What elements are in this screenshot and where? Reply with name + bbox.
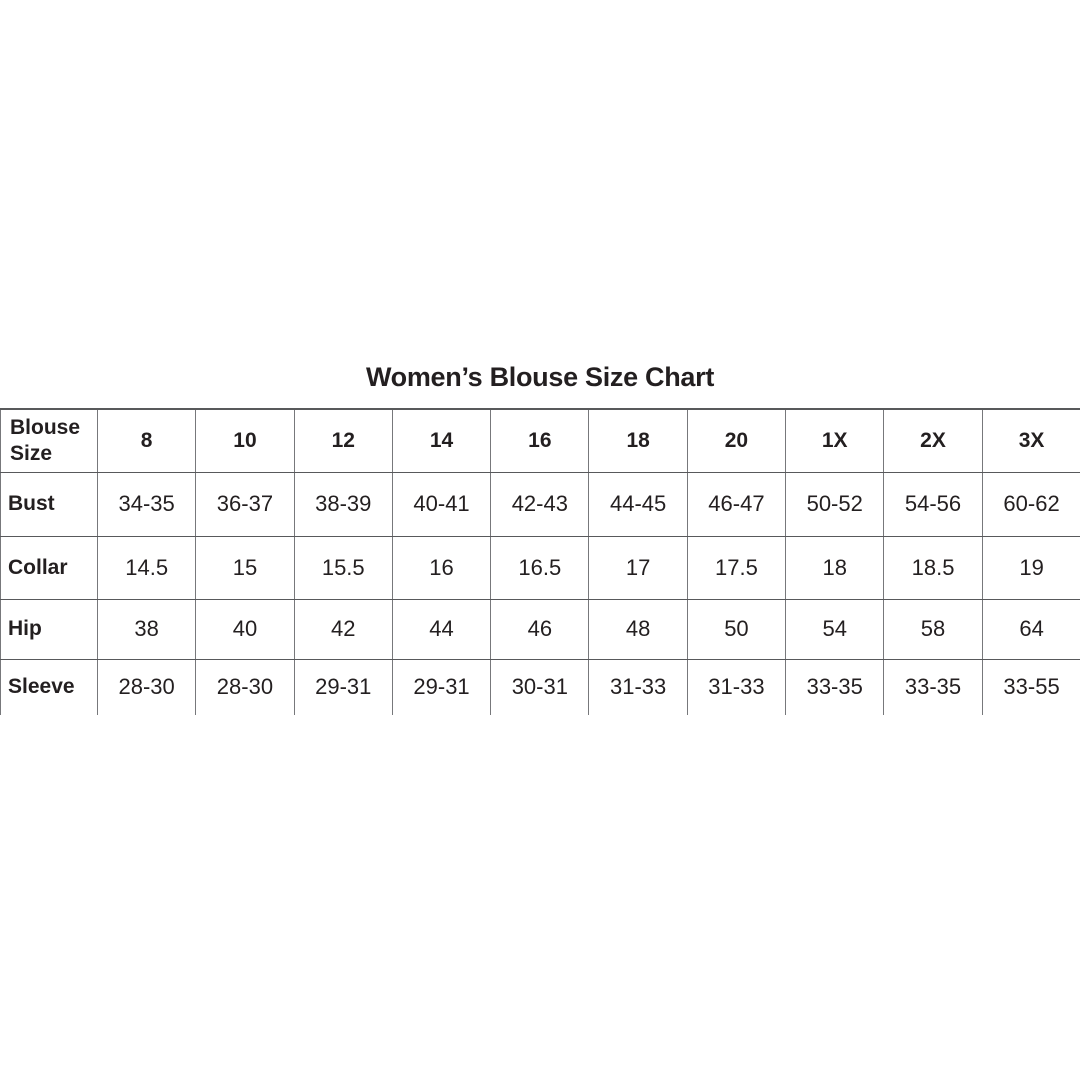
table-cell: 54-56 xyxy=(883,472,983,537)
size-column-header: 2X xyxy=(883,409,983,473)
table-cell: 64 xyxy=(982,599,1080,660)
table-cell: 40 xyxy=(195,599,295,660)
size-column-header: 1X xyxy=(785,409,885,473)
chart-title: Women’s Blouse Size Chart xyxy=(365,362,715,392)
table-cell: 42-43 xyxy=(490,472,590,537)
table-cell: 36-37 xyxy=(195,472,295,537)
table-cell: 16 xyxy=(392,536,492,600)
table-cell: 16.5 xyxy=(490,536,590,600)
corner-header-blouse-size: Blouse Size xyxy=(0,409,98,473)
table-row: Bust 34-35 36-37 38-39 40-41 42-43 44-45 46-47 5… xyxy=(0,472,1080,537)
table-cell: 18 xyxy=(785,536,885,600)
row-label: Sleeve xyxy=(0,659,98,715)
size-column-header: 18 xyxy=(588,409,688,473)
table-cell: 28-30 xyxy=(195,659,295,715)
table-cell: 50-52 xyxy=(785,472,885,537)
table-row: Collar 14.5 15 15.5 16 16.5 17 17.5 18 18.5 19 xyxy=(0,536,1080,600)
table-cell: 40-41 xyxy=(392,472,492,537)
table-cell: 50 xyxy=(687,599,787,660)
table-cell: 44 xyxy=(392,599,492,660)
size-column-header: 20 xyxy=(687,409,787,473)
size-column-header: 8 xyxy=(97,409,197,473)
table-cell: 46 xyxy=(490,599,590,660)
table-cell: 48 xyxy=(588,599,688,660)
table-cell: 54 xyxy=(785,599,885,660)
table-cell: 46-47 xyxy=(687,472,787,537)
table-cell: 17.5 xyxy=(687,536,787,600)
size-column-header: 10 xyxy=(195,409,295,473)
size-column-header: 3X xyxy=(982,409,1080,473)
table-cell: 58 xyxy=(883,599,983,660)
table-row: Hip 38 40 42 44 46 48 50 54 58 64 xyxy=(0,599,1080,660)
table-cell: 17 xyxy=(588,536,688,600)
row-label: Bust xyxy=(0,472,98,537)
table-cell: 15.5 xyxy=(294,536,393,600)
table-cell: 34-35 xyxy=(97,472,197,537)
table-cell: 44-45 xyxy=(588,472,688,537)
table-cell: 60-62 xyxy=(982,472,1080,537)
table-cell: 30-31 xyxy=(490,659,590,715)
table-cell: 31-33 xyxy=(588,659,688,715)
table-cell: 29-31 xyxy=(294,659,393,715)
table-cell: 42 xyxy=(294,599,393,660)
table-body: Bust 34-35 36-37 38-39 40-41 42-43 44-45 46-47 5… xyxy=(0,472,1080,715)
table-cell: 38-39 xyxy=(294,472,393,537)
table-cell: 33-35 xyxy=(883,659,983,715)
table-cell: 15 xyxy=(195,536,295,600)
table-cell: 14.5 xyxy=(97,536,197,600)
table-cell: 28-30 xyxy=(97,659,197,715)
table-cell: 19 xyxy=(982,536,1080,600)
row-label: Hip xyxy=(0,599,98,660)
table-cell: 33-35 xyxy=(785,659,885,715)
table-cell: 31-33 xyxy=(687,659,787,715)
header-row: Blouse Size 8 10 12 14 16 18 20 1X 2X 3X xyxy=(0,409,1080,473)
table-cell: 38 xyxy=(97,599,197,660)
row-label: Collar xyxy=(0,536,98,600)
size-column-header: 16 xyxy=(490,409,590,473)
table-cell: 18.5 xyxy=(883,536,983,600)
size-chart-table: Blouse Size 8 10 12 14 16 18 20 1X 2X 3X Bust 34-3… xyxy=(0,408,1080,715)
size-column-header: 14 xyxy=(392,409,492,473)
table-cell: 29-31 xyxy=(392,659,492,715)
size-column-header: 12 xyxy=(294,409,393,473)
table-cell: 33-55 xyxy=(1003,674,1060,700)
table-row: Sleeve 28-30 28-30 29-31 29-31 30-31 31-33 31-3… xyxy=(0,659,1080,715)
